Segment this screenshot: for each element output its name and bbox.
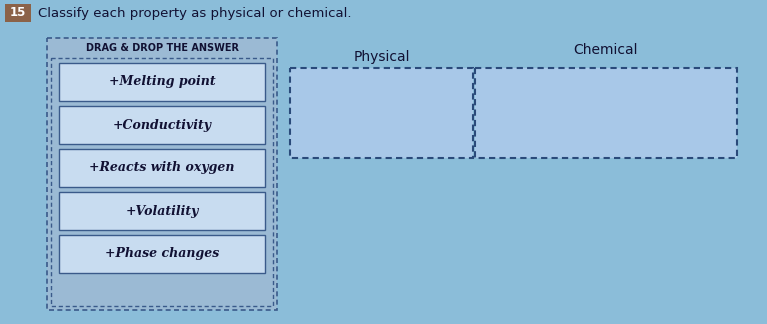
Text: Physical: Physical [354, 50, 410, 64]
FancyBboxPatch shape [59, 149, 265, 187]
FancyBboxPatch shape [47, 38, 277, 310]
FancyBboxPatch shape [290, 68, 473, 158]
Text: Classify each property as physical or chemical.: Classify each property as physical or ch… [38, 6, 351, 19]
FancyBboxPatch shape [5, 4, 31, 22]
FancyBboxPatch shape [475, 68, 737, 158]
Text: +Reacts with oxygen: +Reacts with oxygen [89, 161, 235, 175]
Text: 15: 15 [10, 6, 26, 19]
Text: Chemical: Chemical [574, 43, 638, 57]
FancyBboxPatch shape [59, 63, 265, 101]
FancyBboxPatch shape [59, 235, 265, 273]
Text: +Melting point: +Melting point [109, 75, 216, 88]
Text: DRAG & DROP THE ANSWER: DRAG & DROP THE ANSWER [85, 43, 239, 53]
Text: +Conductivity: +Conductivity [113, 119, 212, 132]
Text: +Phase changes: +Phase changes [105, 248, 219, 260]
FancyBboxPatch shape [59, 106, 265, 144]
FancyBboxPatch shape [59, 192, 265, 230]
Text: +Volatility: +Volatility [125, 204, 199, 217]
